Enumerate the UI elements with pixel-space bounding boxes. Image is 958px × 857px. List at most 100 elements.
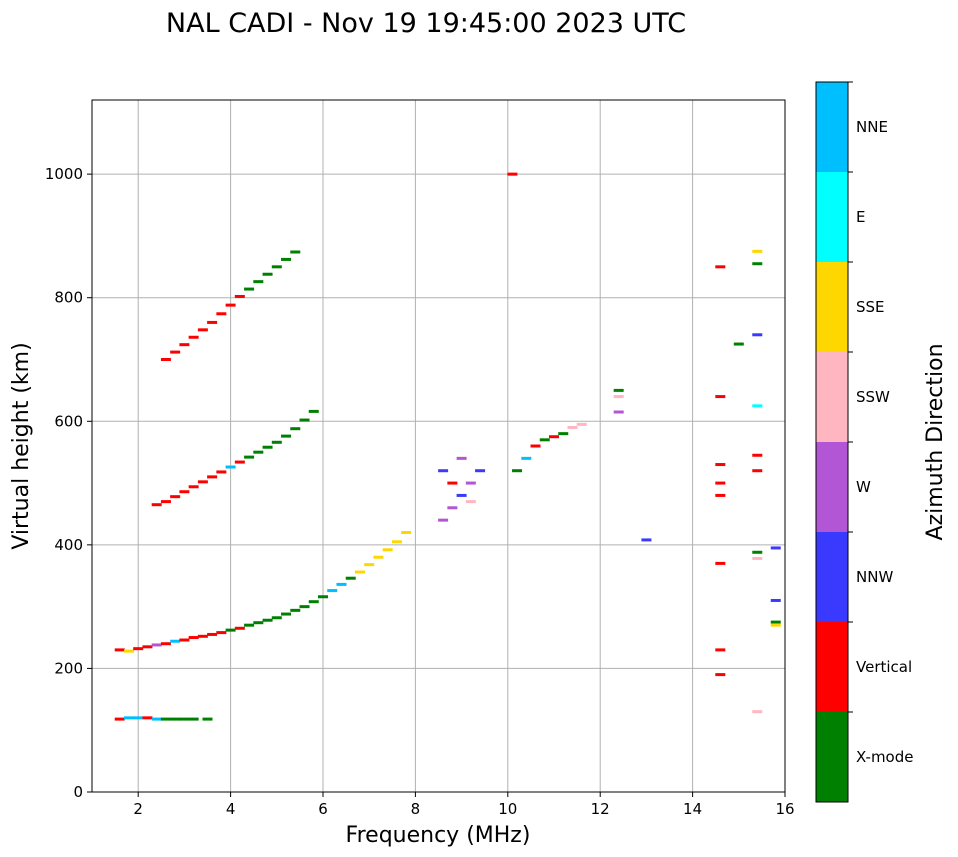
echo-point [290,427,301,431]
echo-point [234,626,245,630]
echo-point [202,717,213,721]
echo-point [308,409,319,413]
x-tick-label: 12 [591,800,610,818]
colorbar-tick-label: Vertical [856,658,912,676]
echo-point [216,470,227,474]
echo-point [438,518,449,522]
echo-point [271,265,282,269]
echo-point [715,561,726,565]
echo-point [391,540,402,544]
echo-point [123,649,134,653]
colorbar-tick-label: SSE [856,298,885,316]
echo-point [281,434,292,438]
echo-point [752,710,763,714]
echo-point [752,249,763,253]
echo-point [179,490,190,494]
echo-point [715,493,726,497]
echo-point [456,493,467,497]
echo-point [188,636,199,640]
echo-point [197,328,208,332]
plot-frame [91,99,786,793]
colorbar-segment [816,532,848,622]
echo-point [290,250,301,254]
colorbar-tick-label: NNE [856,118,888,136]
x-tick-label: 14 [683,800,702,818]
colorbar-segment [816,172,848,262]
echo-point [507,172,518,176]
x-tick-label: 16 [775,800,794,818]
x-tick-label: 10 [498,800,517,818]
y-axis-ticks: 0 200 400 600 800 1000 [45,165,92,801]
x-tick-label: 2 [133,800,143,818]
y-tick-label: 400 [54,536,83,554]
echo-point [521,456,532,460]
echo-point [465,500,476,504]
echo-point [179,717,190,721]
echo-point [179,343,190,347]
echo-point [271,440,282,444]
echo-point [770,598,781,602]
echo-point [244,287,255,291]
echo-point [290,608,301,612]
echo-point [475,469,486,473]
echo-point [567,425,578,429]
echo-point [142,716,153,720]
colorbar-tick-label: SSW [856,388,890,406]
y-tick-label: 1000 [45,165,83,183]
echo-point [715,265,726,269]
echo-point [345,576,356,580]
echo-point [299,605,310,609]
echo-point [530,444,541,448]
echo-point [253,450,264,454]
echo-point [715,463,726,467]
echo-point [318,595,328,599]
echo-point [752,333,763,337]
echo-point [170,495,181,499]
colorbar-tick-label: W [856,478,871,496]
echo-point [641,538,652,542]
grid-lines [92,100,786,793]
echo-point [549,435,559,439]
echo-point [539,438,550,442]
echo-point [733,342,744,346]
echo-point [225,303,236,307]
echo-point [336,582,347,586]
echo-point [770,546,781,550]
echo-point [234,460,245,464]
echo-point [752,453,763,457]
echo-point [715,648,726,652]
echo-point [216,631,227,635]
echo-point [160,358,171,361]
echo-point [715,481,726,485]
echo-point [281,612,292,616]
echo-point [114,648,125,652]
echo-point [207,632,218,636]
x-axis-ticks: 2 4 6 8 10 12 14 16 [133,792,795,818]
echo-point [401,531,412,534]
y-axis-label: Virtual height (km) [9,342,34,549]
echo-point [244,623,255,627]
echo-point [308,600,319,604]
x-tick-label: 6 [318,800,328,818]
echo-point [133,716,144,720]
echo-point [234,294,245,298]
colorbar-tick-label: X-mode [856,748,913,766]
echo-point [207,320,218,324]
x-tick-label: 8 [411,800,421,818]
echo-point [262,272,273,276]
x-axis-label: Frequency (MHz) [346,823,531,848]
echo-point [576,422,587,426]
echo-point [216,312,227,316]
echo-point [752,550,763,554]
echo-point [262,618,273,622]
echo-point [770,620,781,624]
echo-point [197,634,208,638]
echo-point [447,506,458,510]
echo-point [114,717,125,721]
echo-point [188,335,199,339]
echo-point [170,717,181,721]
echo-point [207,475,218,479]
echo-point [512,469,523,473]
echo-point [373,555,384,559]
chart-title: NAL CADI - Nov 19 19:45:00 2023 UTC [166,8,686,39]
